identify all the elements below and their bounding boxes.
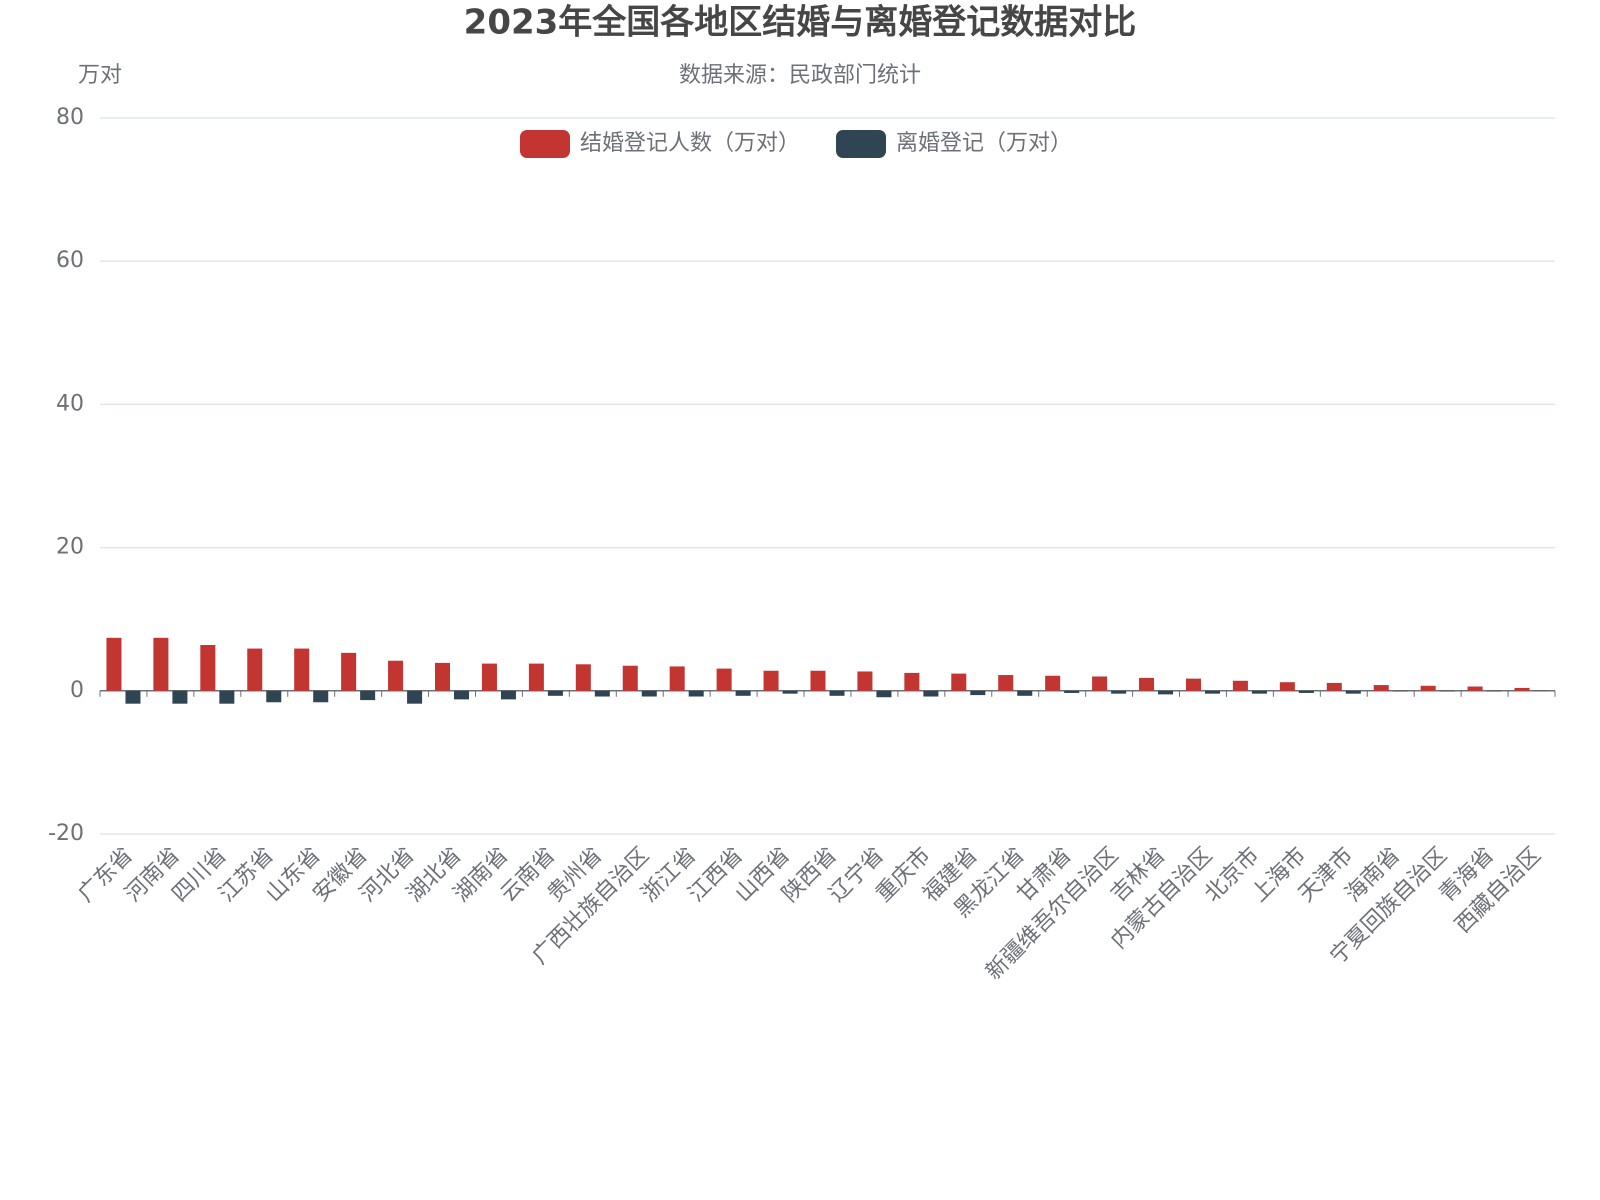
bar [1185,678,1201,691]
bar [528,663,544,691]
y-axis-label: 万对 [78,63,122,88]
bar [266,690,282,703]
bar [313,690,329,703]
bar [1486,690,1502,692]
bar [1326,682,1342,691]
legend-label: 离婚登记（万对） [896,131,1072,156]
chart-subtitle: 数据来源：民政部门统计 [679,63,921,88]
bar [1298,690,1314,693]
bar [106,637,122,691]
bar [1439,690,1455,692]
bar [876,690,892,698]
bar [970,690,986,696]
bar [294,648,310,691]
bar [1232,680,1248,691]
bar [716,668,732,691]
bar [735,690,751,696]
legend-label: 结婚登记人数（万对） [580,131,800,156]
bar [1139,677,1155,691]
y-tick-label: 0 [70,678,84,703]
bar [388,660,404,691]
bar [829,690,845,696]
bar [219,690,235,704]
bar [172,690,188,704]
bar [669,666,685,691]
bar [1467,686,1483,691]
bar [904,672,920,691]
bar [688,690,704,697]
bar [622,665,638,691]
bar [1514,687,1530,691]
bar [1092,676,1108,691]
bar [341,652,357,691]
bar [1345,690,1361,694]
bar [1373,685,1389,691]
bar [1111,690,1127,694]
bar [1017,690,1033,696]
bar [575,664,591,691]
bar [153,637,169,691]
legend-swatch [836,130,887,158]
bar [1158,690,1174,695]
bar [782,690,798,694]
legend-swatch [520,130,570,158]
bar [125,690,141,704]
chart-title: 2023年全国各地区结婚与离婚登记数据对比 [464,3,1137,43]
y-tick-label: 80 [56,105,84,130]
bar [360,690,376,701]
bar [998,675,1014,691]
bar [594,690,610,697]
y-tick-label: 20 [56,535,84,560]
bar [547,690,563,696]
bar [247,648,263,691]
y-tick-label: -20 [48,821,84,846]
bar [641,690,657,697]
bar [454,690,470,700]
bar [481,663,497,691]
bar [951,673,967,691]
bar [810,670,826,691]
y-tick-label: 40 [56,391,84,416]
bar [1045,675,1061,691]
bar [1420,685,1436,691]
bar [1251,690,1267,694]
bar [857,671,873,691]
bar [923,690,939,697]
bar [434,662,451,691]
bar [407,690,423,704]
y-tick-label: 60 [56,248,84,273]
bar [500,690,516,700]
bar [1204,690,1221,694]
bar [200,644,216,691]
bar [1279,682,1295,691]
bar [1392,690,1408,692]
bar [1064,690,1080,693]
bar [763,670,779,691]
